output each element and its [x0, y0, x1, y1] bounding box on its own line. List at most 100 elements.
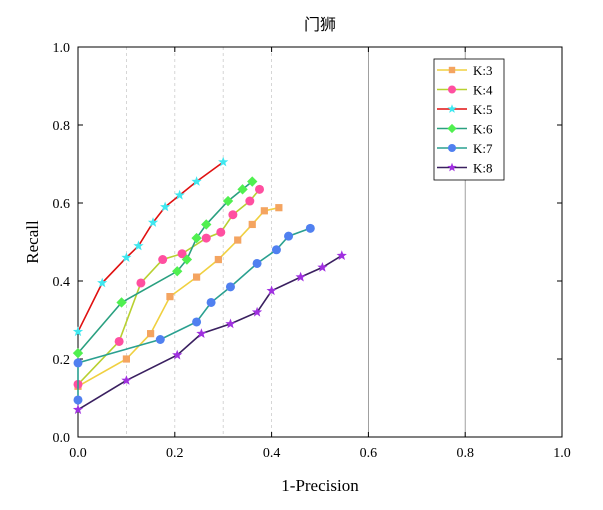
x-tick-label: 0.8 [456, 446, 474, 461]
data-point-circle [155, 335, 165, 344]
data-point-star [191, 176, 202, 186]
data-point-star [160, 201, 171, 212]
data-point-circle [271, 245, 281, 255]
chart-title: 门狮 [304, 16, 336, 34]
x-tick-label: 0.6 [360, 446, 378, 461]
data-point-circle [177, 249, 187, 259]
y-tick-label: 1.0 [53, 41, 71, 56]
x-tick-label: 0.4 [263, 446, 281, 461]
series-k-7 [73, 223, 315, 405]
data-point-square [122, 355, 130, 363]
data-point-circle [245, 196, 255, 206]
data-point-star [72, 404, 84, 415]
series-line [77, 254, 343, 411]
legend-item: K:3 [437, 63, 493, 78]
x-axis-label: 1-Precision [281, 476, 359, 495]
data-point-star [447, 104, 457, 113]
legend-label: K:5 [473, 102, 493, 117]
x-tick-label: 0.2 [166, 446, 184, 461]
y-axis-label: Recall [23, 220, 42, 264]
data-point-circle [284, 231, 294, 241]
series-layer [72, 156, 347, 415]
data-point-circle [206, 297, 216, 307]
y-tick-label: 0.6 [53, 197, 71, 212]
data-point-circle [225, 282, 235, 292]
data-point-square [192, 273, 201, 281]
legend-label: K:3 [473, 63, 493, 78]
data-point-star [97, 277, 108, 288]
series-k-4 [73, 184, 264, 389]
series-line [77, 227, 311, 400]
legend-item: K:7 [437, 141, 493, 156]
legend-label: K:8 [473, 161, 493, 176]
data-point-square [166, 293, 174, 301]
data-point-square [147, 330, 155, 338]
data-point-circle [216, 227, 226, 237]
data-point-star [196, 328, 207, 338]
legend-item: K:4 [437, 83, 493, 98]
y-tick-label: 0.0 [53, 431, 71, 446]
data-point-star [317, 262, 328, 272]
series-k-8 [72, 250, 347, 415]
data-point-star [147, 217, 159, 227]
data-point-circle [192, 317, 202, 327]
data-point-square [234, 236, 242, 244]
data-point-diamond [172, 266, 183, 277]
data-point-star [172, 349, 183, 360]
plot-frame [77, 46, 563, 438]
data-point-circle [305, 223, 315, 233]
data-point-diamond [237, 184, 248, 195]
data-point-star [121, 252, 132, 262]
series-line [77, 188, 261, 385]
x-tick-label: 0.0 [69, 446, 87, 461]
data-point-diamond [447, 123, 457, 134]
series-k-3 [74, 204, 283, 390]
data-point-circle [201, 233, 211, 243]
series-line [77, 161, 224, 333]
data-point-circle [73, 358, 83, 368]
data-point-circle [228, 210, 238, 220]
y-tick-label: 0.2 [53, 353, 71, 368]
legend: K:3 K:4 K:5 K:6 K:7 K:8 [433, 58, 505, 181]
data-point-star [295, 271, 306, 282]
data-point-diamond [181, 254, 193, 265]
data-point-circle [255, 184, 264, 194]
data-point-diamond [222, 195, 234, 207]
data-point-diamond [247, 176, 258, 187]
data-point-square [275, 204, 283, 212]
data-point-star [266, 285, 277, 296]
data-point-star [218, 156, 229, 167]
data-point-star [121, 375, 132, 385]
data-point-star [251, 306, 263, 317]
grid-lines [126, 47, 466, 437]
data-point-star [174, 189, 185, 200]
legend-label: K:6 [473, 122, 493, 137]
data-point-star [336, 250, 347, 260]
legend-label: K:7 [473, 141, 493, 156]
data-point-star [133, 240, 144, 251]
legend-item: K:5 [437, 102, 493, 117]
y-tick-label: 0.8 [53, 119, 71, 134]
data-point-circle [252, 258, 262, 268]
data-point-diamond [116, 297, 127, 308]
legend-item: K:8 [437, 161, 493, 176]
data-point-diamond [72, 347, 84, 359]
axis-ticks: 0.0 0.2 0.4 0.6 0.8 1.0 0.0 0.2 0.4 0.6 0.8 1.0 [53, 41, 571, 461]
data-point-circle [73, 395, 83, 405]
data-point-circle [114, 336, 124, 346]
data-point-diamond [191, 232, 202, 244]
x-tick-label: 1.0 [553, 446, 571, 461]
data-point-diamond [201, 219, 212, 230]
data-point-star [447, 162, 457, 172]
series-line [77, 206, 280, 387]
data-point-square [214, 255, 222, 264]
series-k-6 [72, 176, 258, 359]
legend-box [433, 58, 505, 181]
data-point-square [448, 66, 456, 74]
legend-item: K:6 [437, 122, 493, 137]
data-point-star [72, 326, 84, 337]
legend-label: K:4 [473, 83, 493, 98]
data-point-circle [158, 255, 168, 265]
data-point-star [225, 318, 236, 329]
